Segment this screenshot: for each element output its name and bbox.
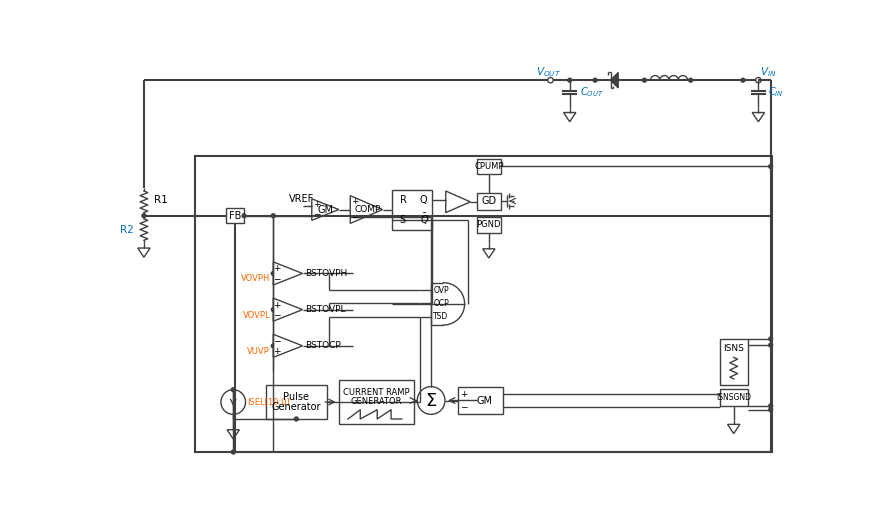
Circle shape (769, 164, 773, 168)
Text: $V_{OUT}$: $V_{OUT}$ (536, 65, 562, 80)
Bar (392, 190, 432, 230)
Text: CPUMP: CPUMP (474, 162, 504, 171)
Text: GENERATOR: GENERATOR (351, 397, 402, 406)
Circle shape (242, 214, 246, 218)
Text: PGND: PGND (477, 220, 501, 229)
Polygon shape (350, 196, 382, 223)
Text: Pulse: Pulse (284, 393, 310, 403)
Text: ISEL[10:0]: ISEL[10:0] (247, 397, 290, 406)
Circle shape (142, 214, 146, 218)
Bar (720, 389, 747, 406)
Text: +: + (273, 300, 281, 309)
Polygon shape (273, 262, 303, 285)
Circle shape (642, 78, 647, 82)
Bar (195, 155, 773, 452)
Text: +: + (273, 347, 281, 356)
Polygon shape (273, 298, 303, 321)
Bar (477, 159, 501, 174)
Circle shape (271, 308, 276, 311)
Text: OCP: OCP (433, 299, 449, 308)
Text: CURRENT RAMP: CURRENT RAMP (343, 387, 410, 396)
Text: $C_{IN}$: $C_{IN}$ (768, 85, 784, 100)
Text: +: + (351, 197, 359, 207)
Bar (477, 192, 501, 210)
Text: BSTOVPH: BSTOVPH (305, 269, 348, 278)
Circle shape (593, 78, 597, 82)
Text: −: − (351, 212, 359, 221)
Text: BSTOVPL: BSTOVPL (305, 305, 347, 314)
Text: −: − (273, 337, 281, 346)
Text: GM: GM (318, 204, 333, 214)
Circle shape (741, 78, 745, 82)
Text: −: − (273, 275, 281, 284)
Circle shape (231, 388, 235, 392)
Text: ISNSGND: ISNSGND (717, 393, 752, 402)
Text: VREF: VREF (289, 194, 314, 204)
Polygon shape (445, 191, 471, 212)
Text: −: − (312, 210, 320, 219)
Polygon shape (273, 334, 303, 357)
Text: GM: GM (476, 395, 493, 405)
Bar (339, 380, 414, 424)
Text: VUVP: VUVP (248, 347, 270, 356)
Circle shape (220, 390, 246, 414)
Circle shape (417, 387, 445, 414)
Circle shape (568, 78, 571, 82)
Text: −: − (460, 402, 468, 411)
Circle shape (271, 214, 276, 218)
Text: FB: FB (228, 211, 241, 221)
Text: TSD: TSD (433, 312, 449, 321)
Text: R2: R2 (120, 225, 134, 235)
Circle shape (689, 78, 692, 82)
Circle shape (769, 404, 773, 408)
Circle shape (294, 417, 298, 421)
Text: ISNS: ISNS (724, 344, 744, 353)
Text: $C_{OUT}$: $C_{OUT}$ (580, 85, 604, 100)
Text: Generator: Generator (271, 402, 321, 412)
Text: OVP: OVP (433, 286, 449, 295)
Bar (266, 385, 327, 419)
Bar (226, 208, 244, 223)
Text: VOVPL: VOVPL (242, 310, 270, 319)
Text: +: + (312, 200, 320, 209)
Circle shape (769, 408, 773, 412)
Text: +: + (273, 265, 281, 274)
Text: R: R (400, 194, 406, 204)
Circle shape (271, 271, 276, 276)
Text: VOVPH: VOVPH (241, 275, 270, 284)
Text: Q: Q (420, 194, 427, 204)
Polygon shape (611, 73, 619, 88)
Text: BSTOCP: BSTOCP (305, 341, 341, 350)
Circle shape (756, 77, 761, 83)
Circle shape (769, 337, 773, 341)
Text: R1: R1 (154, 196, 168, 206)
Text: Σ: Σ (425, 392, 437, 409)
Text: $V_{IN}$: $V_{IN}$ (760, 65, 776, 80)
Text: −: − (273, 310, 281, 319)
Text: $\bar{Q}$: $\bar{Q}$ (420, 212, 429, 227)
Text: COMP: COMP (354, 205, 382, 214)
Text: GD: GD (481, 196, 496, 206)
Text: +: + (460, 390, 468, 399)
Bar (458, 387, 503, 414)
Circle shape (548, 77, 553, 83)
Polygon shape (312, 199, 339, 220)
Circle shape (231, 450, 235, 454)
Circle shape (271, 344, 276, 348)
Bar (477, 217, 501, 232)
Text: S: S (400, 214, 406, 225)
Bar (720, 339, 747, 385)
Circle shape (769, 343, 773, 347)
